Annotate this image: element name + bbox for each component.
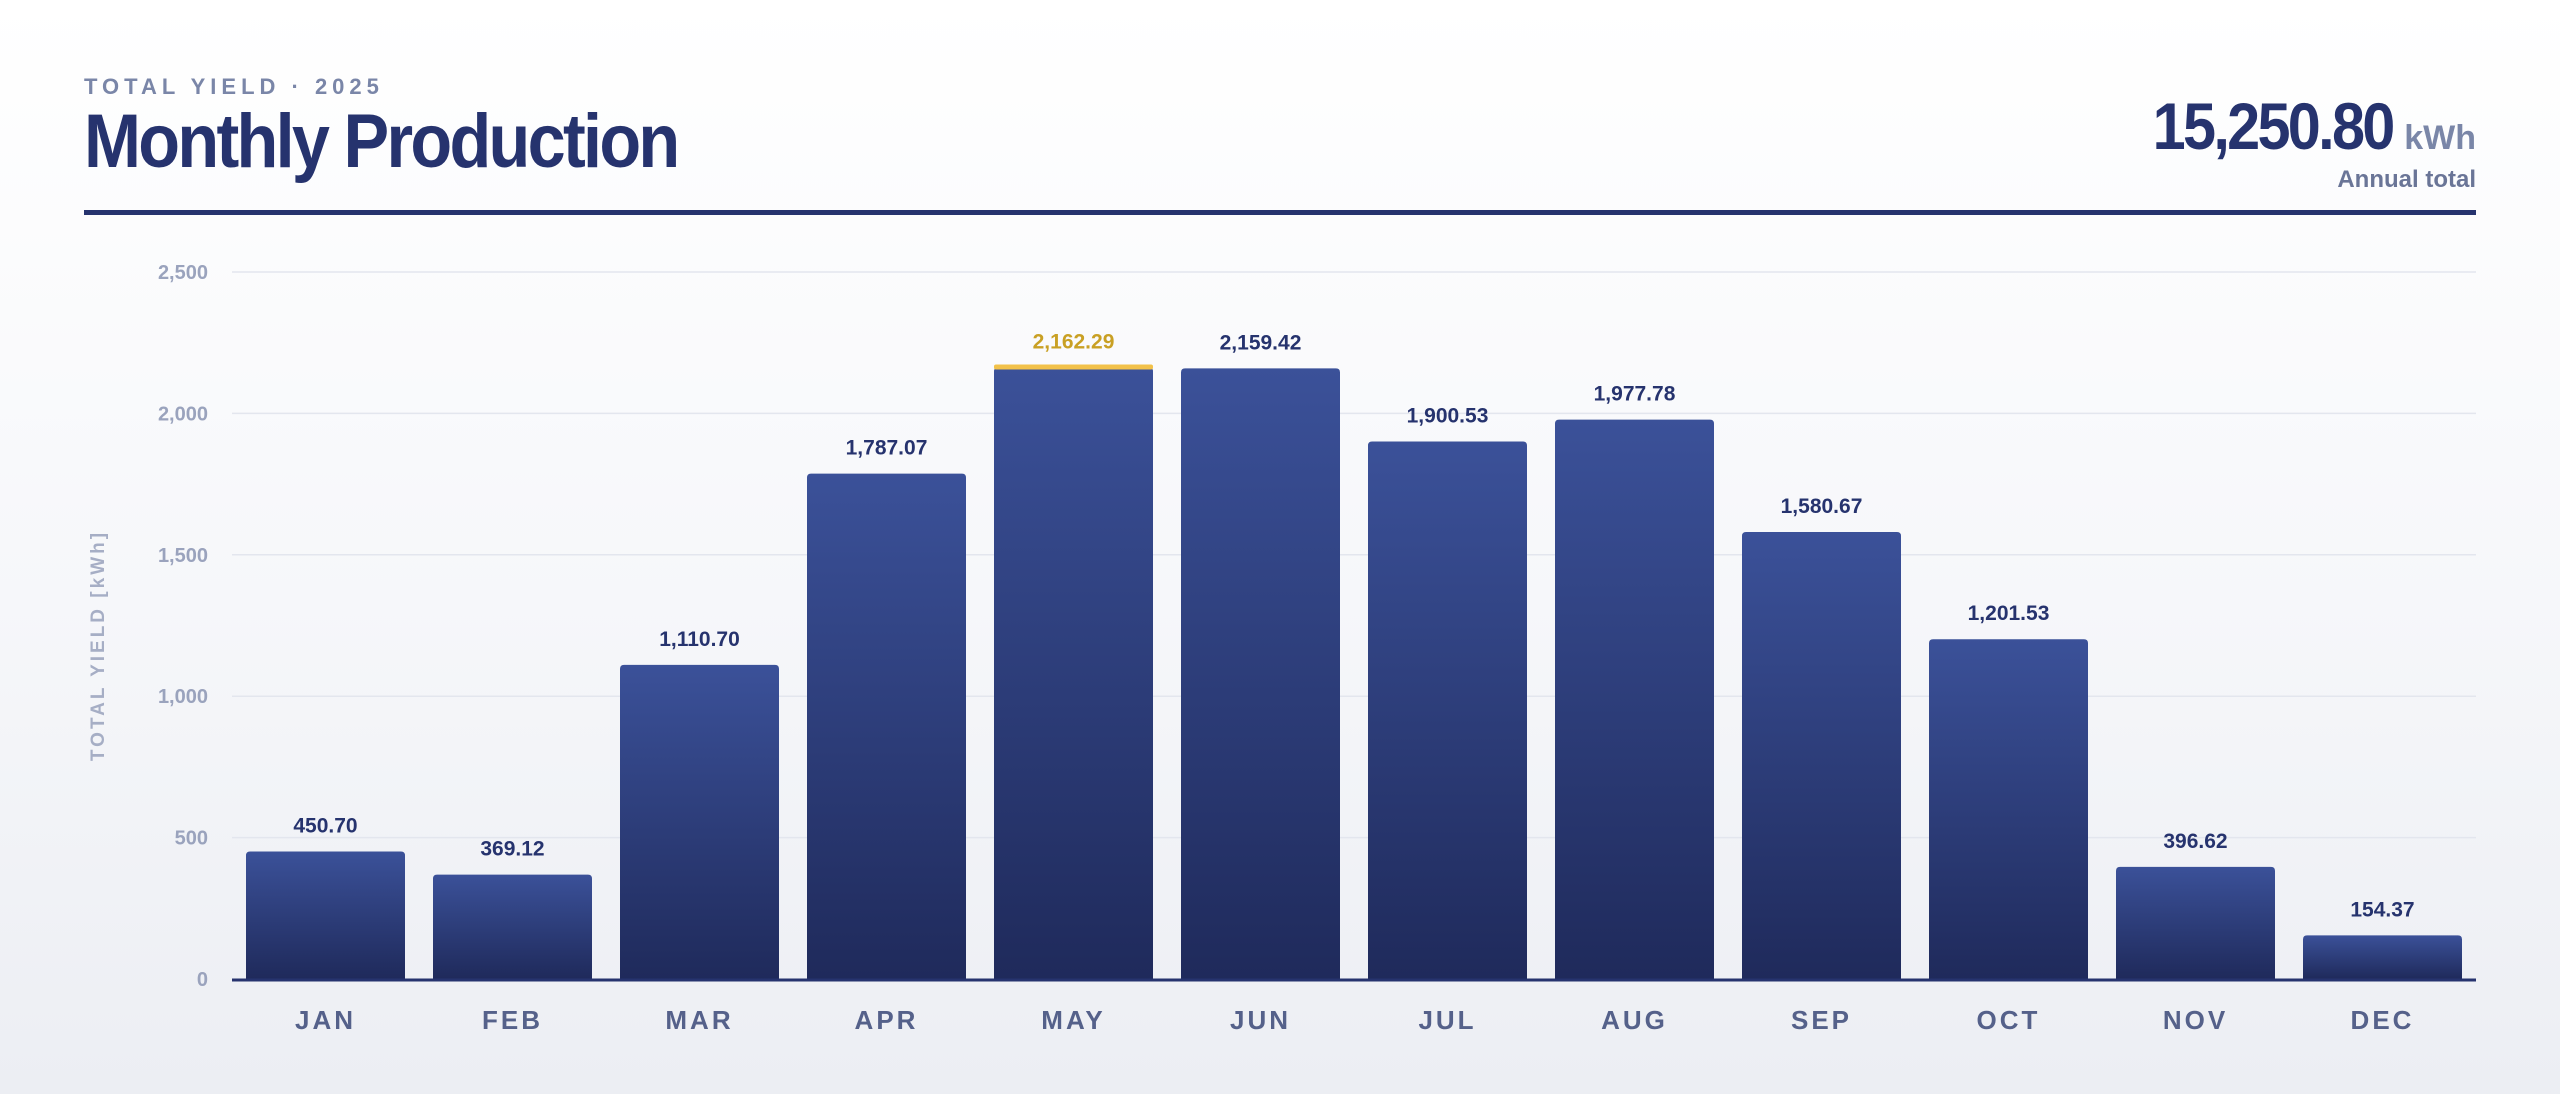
y-axis-ticks: 0 500 1,000 1,500 2,000 2,500 [158,262,208,991]
bar-feb [433,874,592,979]
annual-total-caption: Annual total [2337,166,2476,193]
bar-nov [2116,866,2275,979]
y-tick-label: 1,000 [158,686,208,708]
chart-header: TOTAL YIELD · 2025 Monthly Production 15… [84,0,2476,216]
bar-value-label: 154.37 [2350,898,2414,921]
bar-value-label: 450.70 [293,815,357,838]
x-tick-label: OCT [1977,1005,2041,1035]
bar-jun [1181,368,1340,979]
x-tick-label: SEP [1791,1005,1852,1035]
bar-may [994,367,1153,979]
y-tick-label: 0 [197,969,208,991]
bar-dec [2303,935,2462,979]
chart-title: Monthly Production [84,99,680,184]
bar-value-label: 1,787.07 [846,437,928,460]
x-tick-label: JUL [1418,1005,1476,1035]
annual-total: 15,250.80 kWh Annual total [2126,88,2476,194]
bar-jan [246,851,405,979]
x-axis-ticks: JAN FEB MAR APR MAY JUN JUL AUG SEP OCT NOV DEC [295,1005,2415,1035]
x-tick-label: FEB [482,1005,543,1035]
peak-marker [994,364,1153,370]
x-tick-label: JAN [295,1005,356,1035]
x-tick-label: DEC [2351,1005,2415,1035]
x-tick-label: APR [855,1005,919,1035]
bar-value-label: 1,900.53 [1407,405,1489,428]
bar-value-label: 2,162.29 [1033,331,1115,354]
bar-sep [1742,531,1901,979]
y-axis-title: TOTAL YIELD [kWh] [88,530,109,761]
x-tick-label: MAY [1041,1005,1105,1035]
y-tick-label: 1,500 [158,545,208,567]
x-tick-label: JUN [1230,1005,1291,1035]
y-tick-label: 2,000 [158,403,208,425]
bar-aug [1555,419,1714,979]
y-tick-label: 2,500 [158,262,208,284]
bar-value-label: 369.12 [480,838,544,861]
bar-apr [807,473,966,979]
x-tick-label: MAR [665,1005,733,1035]
bar-value-label: 1,110.70 [659,628,740,651]
bar-mar [620,664,779,979]
annual-total-unit: kWh [2404,119,2476,157]
x-tick-label: NOV [2163,1005,2228,1035]
bar-value-label: 2,159.42 [1220,331,1302,354]
chart-eyebrow: TOTAL YIELD · 2025 [84,74,384,99]
bar-value-label: 1,977.78 [1594,383,1676,406]
bar-oct [1929,639,2088,979]
annual-total-value: 15,250.80 [2152,89,2395,163]
bar-value-label: 396.62 [2163,830,2227,853]
bar-value-label: 1,580.67 [1781,495,1863,518]
x-tick-label: AUG [1601,1005,1668,1035]
bar-jul [1368,441,1527,979]
bar-value-label: 1,201.53 [1968,602,2050,625]
bar-value-labels: 450.70 369.12 1,110.70 1,787.07 2,162.29 2,15… [293,331,2414,922]
bars [246,364,2462,979]
y-tick-label: 500 [175,828,208,850]
header-divider [84,210,2476,215]
grid-lines [232,271,2476,839]
